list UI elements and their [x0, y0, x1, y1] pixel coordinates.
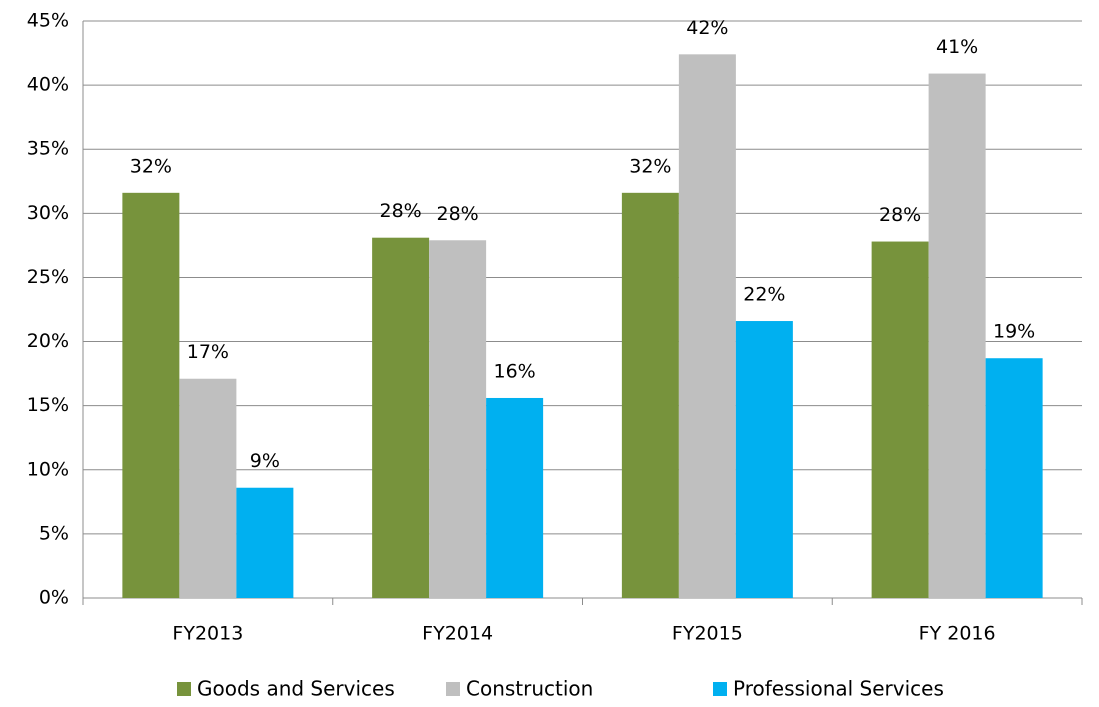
legend-swatch [446, 682, 460, 696]
x-tick-label: FY2015 [672, 623, 743, 645]
bar [678, 54, 736, 599]
y-tick-label: 35% [27, 138, 69, 160]
y-tick-label: 20% [27, 330, 69, 352]
y-tick-label: 10% [27, 458, 69, 480]
bar [735, 321, 793, 598]
legend-swatch [177, 682, 191, 696]
data-label: 32% [629, 155, 671, 177]
bar [871, 241, 929, 598]
bar [122, 192, 180, 598]
x-tick-label: FY 2016 [919, 623, 996, 645]
data-label: 28% [437, 203, 479, 225]
data-label: 22% [743, 284, 785, 306]
y-tick-label: 45% [27, 10, 69, 32]
y-tick-label: 40% [27, 74, 69, 96]
bar [985, 358, 1043, 598]
x-tick-label: FY2013 [172, 623, 243, 645]
bar [372, 237, 430, 598]
x-tick-label: FY2014 [422, 623, 493, 645]
y-tick-label: 25% [27, 266, 69, 288]
data-label: 32% [130, 155, 172, 177]
bar [621, 192, 679, 598]
data-label: 41% [936, 36, 978, 58]
bar [486, 397, 544, 598]
y-tick-label: 30% [27, 202, 69, 224]
legend-label: Professional Services [733, 677, 944, 701]
data-label: 42% [686, 17, 728, 39]
y-tick-label: 15% [27, 394, 69, 416]
data-label: 17% [187, 341, 229, 363]
data-label: 28% [380, 200, 422, 222]
data-label: 28% [879, 204, 921, 226]
y-tick-label: 0% [39, 587, 69, 609]
bar [928, 73, 986, 599]
legend-swatch [713, 682, 727, 696]
legend-label: Construction [466, 677, 593, 701]
bar [236, 487, 294, 598]
bar [179, 378, 237, 598]
data-label: 9% [250, 450, 280, 472]
data-label: 19% [993, 321, 1035, 343]
data-label: 16% [494, 360, 536, 382]
y-tick-label: 5% [39, 522, 69, 544]
bar [429, 240, 487, 598]
legend-label: Goods and Services [197, 677, 395, 701]
